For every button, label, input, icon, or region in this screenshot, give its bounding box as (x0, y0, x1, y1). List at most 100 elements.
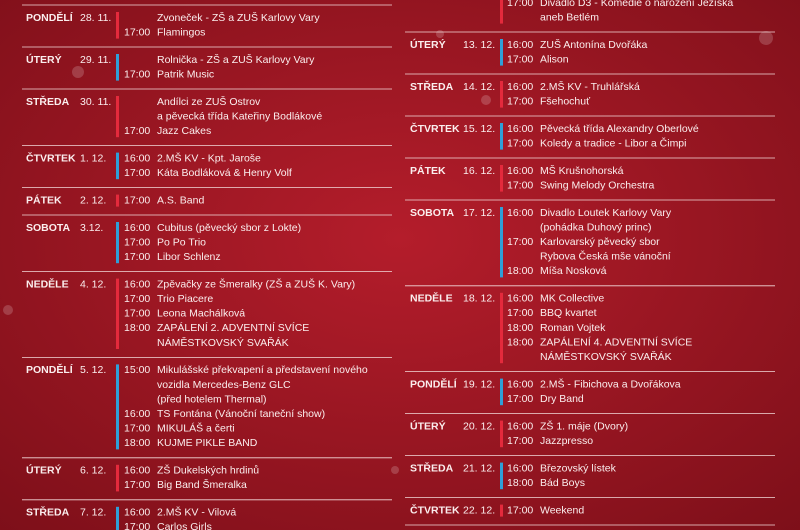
event: ZUŠ Antonína Dvořáka (540, 38, 648, 51)
day-name: ČTVRTEK (410, 503, 460, 516)
date: 17. 12. (463, 207, 495, 219)
day-name: SOBOTA (410, 207, 455, 219)
date: 3.12. (80, 222, 103, 234)
time: 17:00 (507, 307, 533, 319)
day-name: ÚTERÝ (410, 419, 446, 432)
day-name: STŘEDA (26, 506, 70, 519)
time-bar (500, 378, 503, 406)
time: 17:00 (124, 251, 150, 263)
time: 16:00 (124, 278, 150, 290)
event: 2.MŠ KV - Truhlářská (540, 80, 640, 93)
time: 17:00 (124, 125, 150, 137)
event: vozidla Mercedes-Benz GLC (157, 379, 291, 391)
time: 17:00 (124, 26, 150, 38)
date: 18. 12. (463, 293, 495, 305)
day-name: ČTVRTEK (410, 122, 460, 135)
date: 6. 12. (80, 465, 106, 477)
snowflake (759, 31, 773, 45)
time: 17:00 (507, 435, 533, 447)
event: NÁMĚSTKOVSKÝ SVAŘÁK (157, 336, 289, 349)
time-bar (116, 278, 119, 349)
event: Koledy a tradice - Libor a Čimpi (540, 136, 686, 149)
time-bar (500, 292, 503, 364)
event: Andílci ze ZUŠ Ostrov (157, 95, 261, 108)
event: MŠ Krušnohorská (540, 164, 624, 177)
time-bar (116, 222, 119, 264)
event: Mikulášské překvapení a představení nové… (157, 364, 368, 376)
event: 2.MŠ KV - Vilová (157, 506, 236, 519)
day-name: STŘEDA (410, 461, 454, 474)
day-name: ÚTERÝ (410, 38, 446, 51)
time: 18:00 (507, 322, 533, 334)
event: Zvoneček - ZŠ a ZUŠ Karlovy Vary (157, 11, 320, 24)
time-bar (116, 194, 119, 207)
snowflake (72, 66, 84, 78)
day-name: ÚTERÝ (26, 464, 62, 477)
day-name: PÁTEK (26, 193, 62, 206)
time: 18:00 (507, 265, 533, 277)
event: Míša Nosková (540, 265, 607, 277)
time: 16:00 (124, 222, 150, 234)
event: BBQ kvartet (540, 307, 597, 319)
snowflake (436, 30, 444, 38)
time: 15:00 (124, 364, 150, 376)
date: 20. 12. (463, 420, 495, 432)
time: 16:00 (507, 462, 533, 474)
event: Alison (540, 53, 569, 65)
date: 13. 12. (463, 39, 495, 51)
time: 18:00 (507, 477, 533, 489)
event: Divadlo Loutek Karlovy Vary (540, 207, 672, 219)
time-bar (500, 420, 503, 448)
date: 16. 12. (463, 165, 495, 177)
event: ZAPÁLENÍ 4. ADVENTNÍ SVÍCE (540, 335, 692, 348)
time: 16:00 (507, 123, 533, 135)
time-bar (116, 54, 119, 81)
event: Karlovarský pěvecký sbor (540, 236, 660, 248)
time-bar (500, 504, 503, 517)
event: 2.MŠ - Fibichova a Dvořákova (540, 377, 681, 390)
time: 16:00 (507, 39, 533, 51)
day-name: ÚTERÝ (26, 53, 62, 66)
event: Rybova Česká mše vánoční (540, 250, 671, 263)
event: Libor Schlenz (157, 251, 221, 263)
event: TS Fontána (Vánoční taneční show) (157, 408, 325, 420)
time: 18:00 (507, 336, 533, 348)
time: 16:00 (507, 81, 533, 93)
day-name: NEDĚLE (26, 277, 69, 290)
time: 17:00 (124, 423, 150, 435)
date: 22. 12. (463, 504, 495, 516)
time-bar (116, 364, 119, 450)
event: Patrik Music (157, 68, 214, 80)
time: 18:00 (124, 322, 150, 334)
day-name: PONDĚLÍ (26, 11, 74, 24)
time: 17:00 (124, 194, 150, 206)
time-bar (500, 81, 503, 108)
time-bar (116, 152, 119, 180)
event: Cubitus (pěvecký sbor z Lokte) (157, 222, 301, 234)
event: Carlos Girls (157, 521, 212, 530)
time-bar (116, 12, 119, 39)
event: Pěvecká třída Alexandry Oberlové (540, 123, 699, 135)
time: 17:00 (124, 68, 150, 80)
event: Flamingos (157, 26, 205, 38)
event: 2.MŠ KV - Kpt. Jaroše (157, 151, 261, 164)
event: Jazzpresso (540, 435, 593, 447)
time: 17:00 (507, 137, 533, 149)
event: Leona Machálková (157, 308, 245, 320)
time: 16:00 (507, 420, 533, 432)
event: Trio Piacere (157, 293, 213, 305)
snowflake (391, 466, 399, 474)
time-bar (500, 207, 503, 278)
snowflake (481, 95, 491, 105)
event: Březovský lístek (540, 462, 617, 474)
event: Zpěvačky ze Šmeralky (ZŠ a ZUŠ K. Vary) (157, 277, 355, 290)
time: 17:00 (124, 479, 150, 491)
date: 28. 11. (80, 12, 111, 24)
event: Dry Band (540, 393, 584, 405)
event: Káta Bodláková & Henry Volf (157, 167, 292, 179)
time: 17:00 (507, 0, 533, 9)
event: (před hotelem Thermal) (157, 393, 267, 405)
